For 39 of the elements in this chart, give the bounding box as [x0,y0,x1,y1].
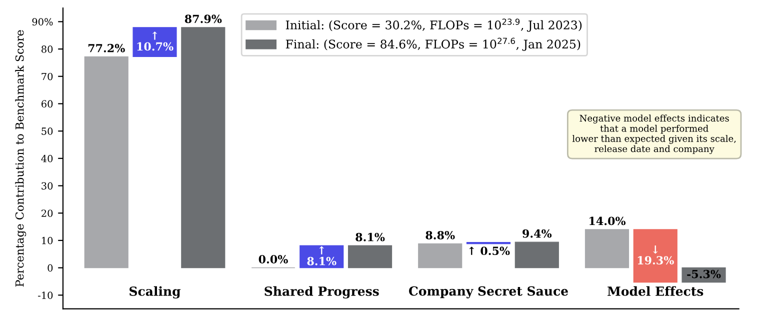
data-label: ↑ 8.1% [307,246,336,266]
data-label: 77.2% [88,44,125,52]
y-tick-label: 50 [42,128,53,135]
x-tick-label: Company Secret Sauce [408,286,568,298]
y-tick-label: 80 [42,45,53,53]
y-tick-label: 20 [42,210,53,217]
y-tick-label: 90% [32,18,53,26]
x-tick-label: Model Effects [608,286,704,296]
data-label: ↑ 0.5% [469,246,510,256]
y-tick-label: 10 [42,236,53,244]
y-tick-label: 70 [42,72,53,80]
x-tick-label: Shared Progress [264,286,379,299]
y-tick-label: -10 [38,292,53,299]
data-label: 87.9% [184,14,222,24]
legend-label: Final: (Score = 84.6%, FLOPs = 10$^{27.6}$, Jan 2025) [286,38,580,51]
data-label: 8.8% [426,230,455,240]
legend-label: Initial: (Score = 30.2%, FLOPs = 10$^{23.9}$, Jul 2023) [286,18,582,32]
data-label: ↑ 10.7% [137,31,174,51]
data-label: ↓ 19.3% [638,246,674,264]
y-tick-label: 0 [48,264,53,272]
y-tick-label: 30 [42,182,53,190]
x-tick-label: Scaling [130,286,180,299]
y-axis-title: Percentage Contribution to Benchmark Score [15,30,26,287]
data-label: 9.4% [522,229,552,238]
data-label: 14.0% [590,216,626,226]
bar [84,56,128,268]
bar [348,245,392,268]
bar [181,27,226,268]
bar [633,229,678,283]
data-label: 0.0% [258,255,288,264]
bar [514,242,559,268]
data-label: 8.1% [356,232,385,242]
data-label: -5.3% [687,270,721,278]
bar [132,27,177,58]
annotation: Negative model effects indicates that a model performed lower than expected given its scale, release date and company [572,114,736,154]
y-tick-label: 40 [41,154,53,162]
bar [418,243,462,268]
bar [584,229,630,268]
y-tick-label: 60 [42,100,53,108]
